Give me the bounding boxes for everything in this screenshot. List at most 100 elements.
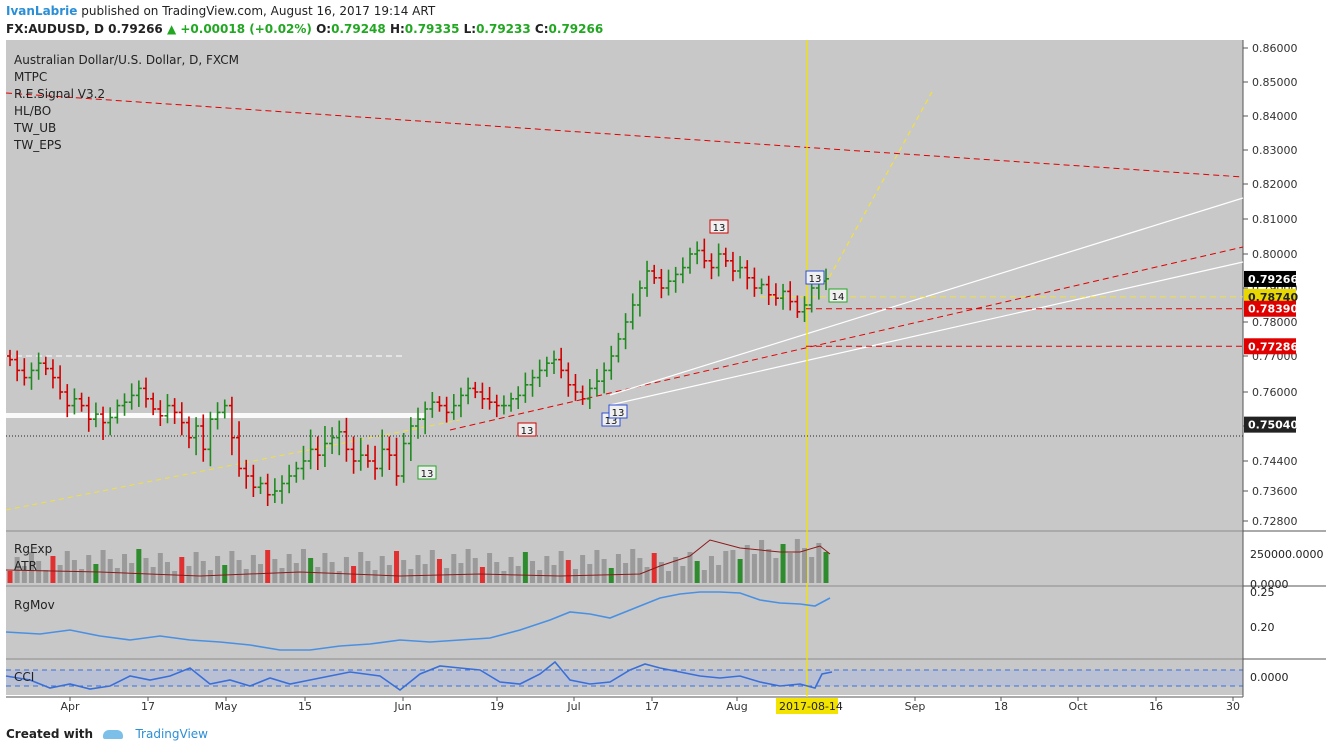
volume-bar bbox=[107, 559, 113, 583]
volume-bar bbox=[759, 540, 765, 583]
white-channel-lower bbox=[609, 261, 1244, 406]
volume-bar bbox=[415, 555, 421, 583]
legend-mtpc[interactable]: MTPC bbox=[14, 70, 47, 84]
volume-bar bbox=[401, 560, 407, 583]
volume-bar bbox=[615, 554, 621, 583]
volume-bar bbox=[465, 549, 471, 583]
volume-bar bbox=[451, 554, 457, 583]
indicator-legend: Australian Dollar/U.S. Dollar, D, FXCM M… bbox=[13, 53, 239, 152]
volume-bar bbox=[479, 567, 485, 583]
volume-bar bbox=[379, 556, 385, 583]
y-tick-label: 0.72800 bbox=[1252, 515, 1298, 528]
volume-bar bbox=[293, 563, 299, 583]
volume-bar bbox=[544, 556, 550, 583]
volume-bar bbox=[637, 558, 643, 583]
footer: Created with TradingView bbox=[6, 727, 208, 741]
volume-bar bbox=[279, 568, 285, 583]
legend-twub[interactable]: TW_UB bbox=[13, 121, 56, 135]
x-tick-label: Jul bbox=[566, 700, 580, 713]
volume-bar bbox=[587, 564, 593, 583]
sequence-marker-box bbox=[805, 270, 825, 285]
volume-bar bbox=[164, 562, 170, 583]
x-tick-label: 15 bbox=[298, 700, 312, 713]
x-tick-label: 16 bbox=[1149, 700, 1163, 713]
volume-bar bbox=[472, 558, 478, 583]
volume-bar bbox=[300, 549, 306, 583]
rgexp-label: RgExp bbox=[14, 542, 52, 556]
y-tick-label: 0.80000 bbox=[1252, 248, 1298, 261]
volume-bar bbox=[250, 555, 256, 583]
volume-bar bbox=[723, 551, 729, 583]
volume-bar bbox=[64, 551, 70, 583]
rgmov-line bbox=[5, 591, 831, 651]
high-value: 0.79335 bbox=[404, 22, 460, 36]
rgexp-tick-zero: 0.0000 bbox=[1250, 578, 1289, 591]
price-label-text: 0.78390 bbox=[1248, 303, 1298, 316]
x-tick-label: 30 bbox=[1226, 700, 1240, 713]
volume-bar bbox=[594, 550, 600, 583]
volume-bar bbox=[43, 570, 49, 583]
volume-bar bbox=[522, 552, 528, 583]
legend-symbol[interactable]: Australian Dollar/U.S. Dollar, D, FXCM bbox=[14, 53, 239, 67]
legend-tweps[interactable]: TW_EPS bbox=[13, 138, 62, 152]
footer-created: Created with bbox=[6, 727, 94, 741]
sequence-marker-box bbox=[828, 288, 848, 303]
y-tick-label: 0.76000 bbox=[1252, 386, 1298, 399]
main-pane[interactable] bbox=[6, 40, 1243, 530]
close-value: 0.79266 bbox=[548, 22, 604, 36]
volume-bar bbox=[737, 559, 743, 583]
sequence-marker-box bbox=[709, 219, 729, 234]
volume-bar bbox=[136, 549, 142, 583]
volume-bar bbox=[530, 561, 536, 583]
volume-bar bbox=[816, 543, 822, 583]
volume-bar bbox=[57, 565, 63, 583]
price-change: ▲ +0.00018 (+0.02%) bbox=[166, 22, 312, 36]
open-value: 0.79248 bbox=[331, 22, 386, 36]
y-tick-label: 0.73600 bbox=[1252, 485, 1298, 498]
legend-hlbo[interactable]: HL/BO bbox=[14, 104, 51, 118]
high-label: H: bbox=[389, 22, 405, 36]
volume-bar bbox=[172, 571, 178, 583]
volume-bar bbox=[565, 560, 571, 583]
volume-bar bbox=[93, 564, 99, 583]
close-label: C: bbox=[534, 22, 549, 36]
volume-bar bbox=[580, 555, 586, 583]
x-tick-label: May bbox=[215, 700, 238, 713]
volume-bar bbox=[50, 556, 56, 583]
volume-bar bbox=[207, 570, 213, 583]
price-label-text: 0.75040 bbox=[1248, 419, 1298, 432]
rgmov-tick-mid: 0.20 bbox=[1250, 621, 1275, 634]
rgexp-tick-top: 250000.0000 bbox=[1250, 548, 1323, 561]
projection-line bbox=[824, 91, 933, 286]
volume-bar bbox=[708, 556, 714, 583]
volume-bar bbox=[494, 562, 500, 583]
volume-bar bbox=[114, 568, 120, 583]
volume-bar bbox=[551, 565, 557, 583]
volume-bar bbox=[673, 557, 679, 583]
rgmov-tick-top: 0.25 bbox=[1250, 586, 1275, 599]
price-label-text: 0.78740 bbox=[1248, 291, 1298, 304]
volume-bar bbox=[744, 545, 750, 583]
y-tick-label: 0.82000 bbox=[1252, 178, 1298, 191]
volume-bar bbox=[79, 569, 85, 583]
footer-brand[interactable]: TradingView bbox=[135, 727, 208, 741]
volume-bar bbox=[343, 557, 349, 583]
volume-bar bbox=[150, 567, 156, 583]
open-label: O: bbox=[316, 22, 332, 36]
volume-bar bbox=[186, 566, 192, 583]
x-tick-label: Aug bbox=[726, 700, 747, 713]
volume-bar bbox=[36, 561, 42, 583]
cci-label: CCI bbox=[14, 670, 34, 684]
author-link[interactable]: IvanLabrie bbox=[6, 4, 78, 18]
volume-bar bbox=[508, 557, 514, 583]
rgmov-pane[interactable] bbox=[6, 587, 1243, 658]
volume-bar bbox=[243, 569, 249, 583]
volume-bar bbox=[558, 551, 564, 583]
y-tick-label: 0.74400 bbox=[1252, 455, 1298, 468]
legend-resignal[interactable]: R.E.Signal V3.2 bbox=[14, 87, 105, 101]
sequence-marker-box bbox=[517, 422, 537, 437]
x-tick-label: 18 bbox=[994, 700, 1008, 713]
cci-tick-zero: 0.0000 bbox=[1250, 671, 1289, 684]
